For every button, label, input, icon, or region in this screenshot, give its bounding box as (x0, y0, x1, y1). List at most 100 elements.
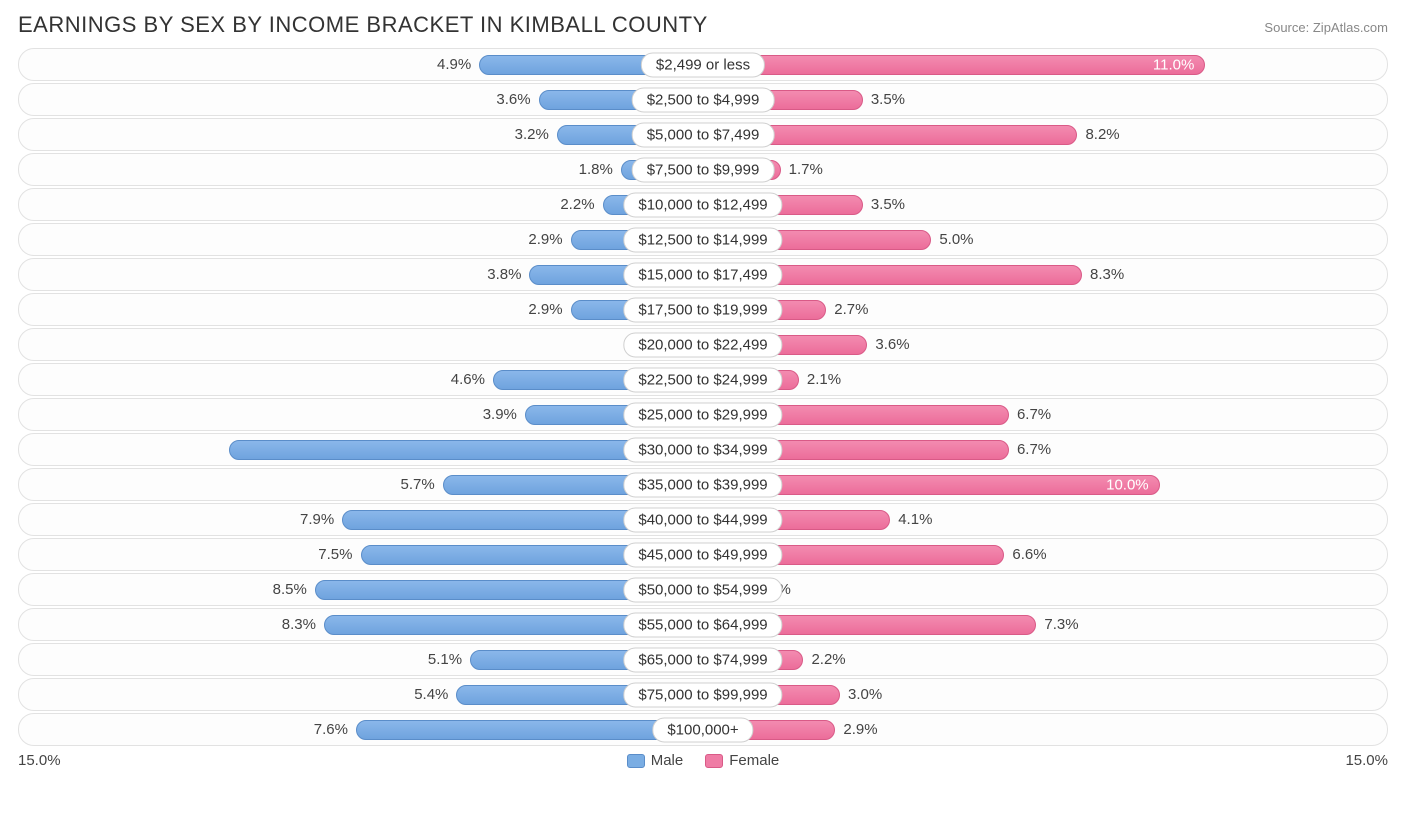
category-label: $22,500 to $24,999 (623, 367, 782, 392)
chart-row: 2.9%2.7%$17,500 to $19,999 (18, 293, 1388, 326)
female-half: 1.0% (703, 574, 1387, 605)
male-value: 4.6% (451, 371, 485, 388)
male-half: 7.6% (19, 714, 703, 745)
female-half: 7.3% (703, 609, 1387, 640)
female-value: 2.2% (811, 651, 845, 668)
chart-row: 4.6% 2.1% $22,500 to $24,999 (18, 363, 1388, 396)
male-value: 3.8% (487, 266, 521, 283)
source-label: Source: (1264, 20, 1309, 35)
female-half: 10.0% (703, 469, 1387, 500)
category-label: $20,000 to $22,499 (623, 332, 782, 357)
male-half: 7.9% (19, 504, 703, 535)
male-value: 2.9% (528, 301, 562, 318)
male-value: 2.9% (528, 231, 562, 248)
female-value: 10.0% (1106, 476, 1149, 493)
category-label: $30,000 to $34,999 (623, 437, 782, 462)
female-half: 5.0% (703, 224, 1387, 255)
female-value: 3.5% (871, 196, 905, 213)
male-half: 5.1% (19, 644, 703, 675)
male-bar (356, 720, 703, 740)
female-half: 4.1% (703, 504, 1387, 535)
female-half: 8.3% (703, 259, 1387, 290)
female-half: 1.7% (703, 154, 1387, 185)
female-half: 3.6% (703, 329, 1387, 360)
female-value: 6.7% (1017, 406, 1051, 423)
legend-male-label: Male (651, 752, 684, 769)
female-value: 7.3% (1044, 616, 1078, 633)
female-half: 6.7% (703, 399, 1387, 430)
male-half: 2.2% (19, 189, 703, 220)
chart-row: 8.5%1.0%$50,000 to $54,999 (18, 573, 1388, 606)
male-value: 3.9% (483, 406, 517, 423)
category-label: $25,000 to $29,999 (623, 402, 782, 427)
female-half: 3.0% (703, 679, 1387, 710)
chart-row: 1.8%1.7%$7,500 to $9,999 (18, 153, 1388, 186)
male-value: 2.2% (560, 196, 594, 213)
male-half: 5.4% (19, 679, 703, 710)
male-value: 5.4% (414, 686, 448, 703)
legend-male: Male (627, 752, 684, 769)
chart-row: 7.5% 6.6% $45,000 to $49,999 (18, 538, 1388, 571)
female-swatch-icon (705, 754, 723, 768)
category-label: $12,500 to $14,999 (623, 227, 782, 252)
female-value: 5.0% (939, 231, 973, 248)
female-value: 2.1% (807, 371, 841, 388)
male-half: 1.8% (19, 154, 703, 185)
source: Source: ZipAtlas.com (1264, 20, 1388, 35)
male-half: 3.6% (19, 84, 703, 115)
female-half: 2.9% (703, 714, 1387, 745)
male-half: 8.3% (19, 609, 703, 640)
male-half: 3.2% (19, 119, 703, 150)
category-label: $45,000 to $49,999 (623, 542, 782, 567)
female-value: 11.0% (1153, 56, 1194, 73)
male-value: 8.5% (273, 581, 307, 598)
female-half: 6.6% (703, 539, 1387, 570)
chart-row: 7.6%2.9%$100,000+ (18, 713, 1388, 746)
axis-label-left: 15.0% (18, 752, 61, 769)
female-half: 2.2% (703, 644, 1387, 675)
male-value: 7.5% (318, 546, 352, 563)
category-label: $2,500 to $4,999 (632, 87, 775, 112)
legend-female-label: Female (729, 752, 779, 769)
chart-row: 7.9% 4.1%$40,000 to $44,999 (18, 503, 1388, 536)
chart-row: 2.2% 3.5% $10,000 to $12,499 (18, 188, 1388, 221)
male-value: 1.8% (579, 161, 613, 178)
female-half: 2.7% (703, 294, 1387, 325)
female-value: 2.7% (834, 301, 868, 318)
male-value: 5.7% (401, 476, 435, 493)
legend-female: Female (705, 752, 779, 769)
chart-row: 2.9% 5.0% $12,500 to $14,999 (18, 223, 1388, 256)
female-value: 6.6% (1012, 546, 1046, 563)
male-half: 3.9% (19, 399, 703, 430)
female-value: 2.9% (843, 721, 877, 738)
male-value: 3.6% (496, 91, 530, 108)
male-half: 5.7% (19, 469, 703, 500)
diverging-bar-chart: 4.9%11.0%$2,499 or less3.6%3.5%$2,500 to… (18, 48, 1388, 746)
chart-row: 4.9%11.0%$2,499 or less (18, 48, 1388, 81)
male-half: 0.0% (19, 329, 703, 360)
male-value: 7.9% (300, 511, 334, 528)
female-value: 8.3% (1090, 266, 1124, 283)
chart-row: 0.0%3.6%$20,000 to $22,499 (18, 328, 1388, 361)
male-value: 5.1% (428, 651, 462, 668)
axis-label-right: 15.0% (1345, 752, 1388, 769)
female-half: 3.5% (703, 189, 1387, 220)
male-half: 2.9% (19, 224, 703, 255)
source-name: ZipAtlas.com (1313, 20, 1388, 35)
female-half: 11.0% (703, 49, 1387, 80)
category-label: $15,000 to $17,499 (623, 262, 782, 287)
female-half: 3.5% (703, 84, 1387, 115)
chart-row: 3.2%8.2%$5,000 to $7,499 (18, 118, 1388, 151)
category-label: $40,000 to $44,999 (623, 507, 782, 532)
category-label: $2,499 or less (641, 52, 765, 77)
category-label: $10,000 to $12,499 (623, 192, 782, 217)
chart-row: 10.4%6.7%$30,000 to $34,999 (18, 433, 1388, 466)
female-half: 6.7% (703, 434, 1387, 465)
chart-row: 3.8% 8.3% $15,000 to $17,499 (18, 258, 1388, 291)
chart-row: 5.7%10.0%$35,000 to $39,999 (18, 468, 1388, 501)
male-swatch-icon (627, 754, 645, 768)
chart-row: 8.3%7.3%$55,000 to $64,999 (18, 608, 1388, 641)
male-half: 4.6% (19, 364, 703, 395)
male-half: 10.4% (19, 434, 703, 465)
male-half: 2.9% (19, 294, 703, 325)
